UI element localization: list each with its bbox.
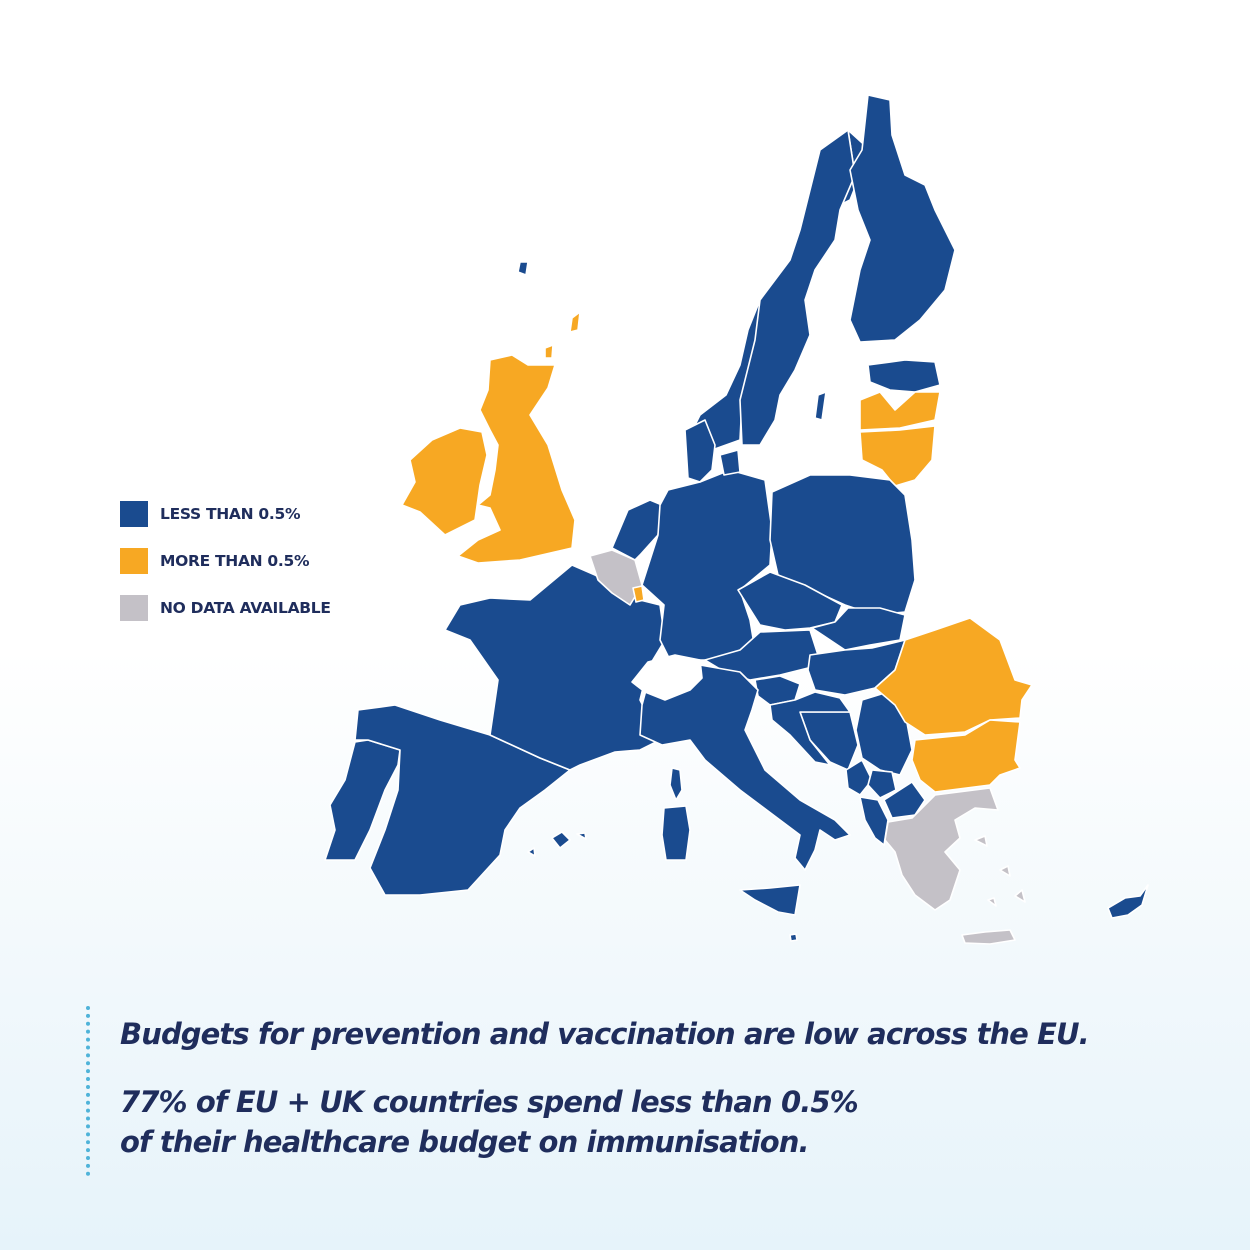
country-estonia: [867, 359, 941, 393]
legend-label-nodata: NO DATA AVAILABLE: [160, 599, 331, 617]
country-switzerland-blank: [631, 654, 703, 701]
caption-stat-line-2: of their healthcare budget on immunisati…: [120, 1125, 810, 1159]
country-luxembourg: [632, 585, 645, 603]
country-spain-islands: [527, 831, 587, 857]
country-albania: [859, 796, 889, 846]
europe-choropleth-map: [324, 94, 1149, 945]
legend-swatch-more: [120, 548, 148, 574]
country-italy: [639, 664, 851, 871]
country-germany: [641, 469, 773, 661]
country-romania: [874, 617, 1033, 736]
country-faroe-islands: [517, 261, 529, 276]
country-bulgaria: [911, 719, 1021, 793]
country-united-kingdom-islands: [544, 311, 581, 359]
country-greece: [884, 787, 999, 911]
country-latvia: [859, 391, 941, 431]
caption-block: Budgets for prevention and vaccination a…: [86, 1006, 1186, 1176]
country-greece-islands: [961, 835, 1026, 945]
legend-item-less: LESS THAN 0.5%: [120, 500, 331, 528]
country-montenegro: [845, 759, 873, 796]
legend-swatch-nodata: [120, 595, 148, 621]
country-sweden-gotland: [814, 391, 827, 421]
country-north-macedonia: [883, 781, 926, 819]
legend-label-less: LESS THAN 0.5%: [160, 505, 301, 523]
country-lithuania: [859, 425, 936, 487]
country-united-kingdom: [457, 354, 576, 564]
country-sweden: [739, 129, 856, 446]
country-ireland: [401, 427, 488, 536]
country-france-corsica: [669, 767, 683, 801]
country-kosovo: [867, 769, 897, 799]
map-legend: LESS THAN 0.5% MORE THAN 0.5% NO DATA AV…: [120, 500, 331, 641]
caption-stat-line-1: 77% of EU + UK countries spend less than…: [120, 1085, 859, 1119]
caption-headline: Budgets for prevention and vaccination a…: [120, 1017, 1090, 1051]
country-croatia: [769, 691, 851, 766]
country-cyprus: [1107, 884, 1149, 919]
country-denmark: [684, 419, 741, 483]
legend-label-more: MORE THAN 0.5%: [160, 552, 310, 570]
legend-item-nodata: NO DATA AVAILABLE: [120, 594, 331, 622]
country-italy-sicily: [739, 884, 801, 916]
country-italy-sardinia: [661, 805, 691, 861]
country-finland: [849, 94, 956, 343]
legend-item-more: MORE THAN 0.5%: [120, 547, 331, 575]
country-malta: [789, 933, 798, 942]
legend-swatch-less: [120, 501, 148, 527]
country-slovakia: [811, 607, 906, 651]
